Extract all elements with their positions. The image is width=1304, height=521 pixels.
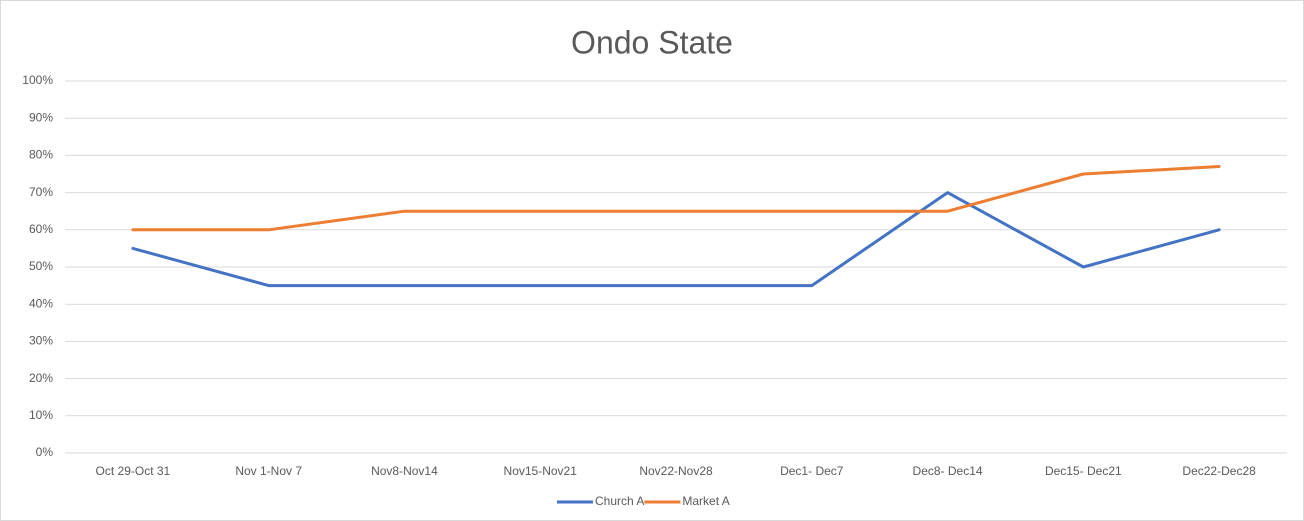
legend-label: Church A [595, 494, 644, 508]
y-tick-label: 70% [29, 185, 53, 199]
x-tick-label: Dec1- Dec7 [780, 464, 844, 478]
y-tick-label: 20% [29, 371, 53, 385]
y-tick-label: 0% [36, 445, 54, 459]
x-tick-label: Dec15- Dec21 [1045, 464, 1122, 478]
x-tick-label: Nov22-Nov28 [639, 464, 713, 478]
y-tick-label: 30% [29, 334, 53, 348]
x-tick-label: Nov15-Nov21 [504, 464, 578, 478]
y-tick-label: 90% [29, 110, 53, 124]
y-tick-label: 100% [22, 73, 53, 87]
x-tick-label: Dec8- Dec14 [913, 464, 983, 478]
y-tick-label: 10% [29, 408, 53, 422]
y-tick-label: 40% [29, 296, 53, 310]
series-line [131, 165, 1221, 232]
x-tick-label: Dec22-Dec28 [1182, 464, 1256, 478]
y-tick-label: 50% [29, 259, 53, 273]
series-line [131, 191, 1221, 288]
x-tick-label: Nov 1-Nov 7 [235, 464, 302, 478]
x-tick-label: Nov8-Nov14 [371, 464, 438, 478]
legend-label: Market A [682, 494, 729, 508]
y-tick-label: 60% [29, 222, 53, 236]
x-tick-label: Oct 29-Oct 31 [96, 464, 171, 478]
chart-title: Ondo State [571, 24, 733, 60]
y-tick-label: 80% [29, 148, 53, 162]
